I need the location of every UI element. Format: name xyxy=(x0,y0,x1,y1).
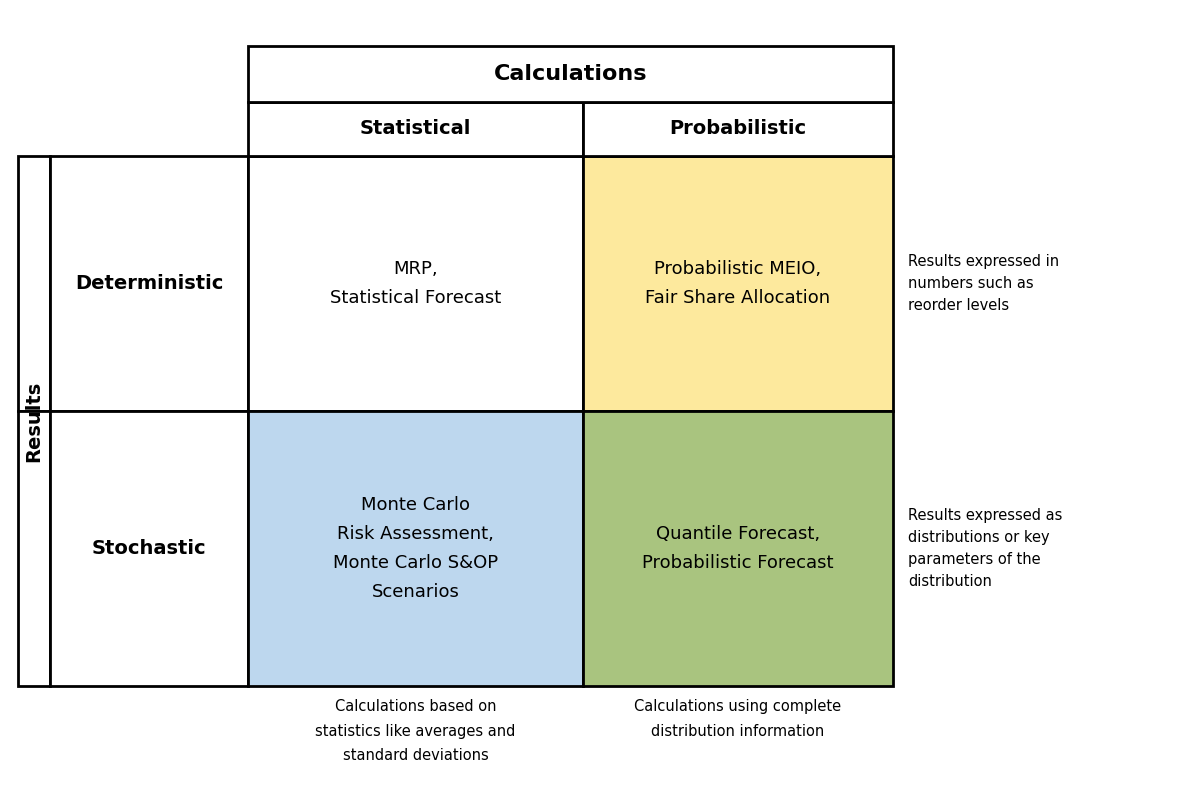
Text: Results expressed as
distributions or key
parameters of the
distribution: Results expressed as distributions or ke… xyxy=(908,507,1062,589)
Bar xyxy=(18,156,50,411)
Text: Calculations using complete
distribution information: Calculations using complete distribution… xyxy=(634,699,842,738)
Text: Monte Carlo
Risk Assessment,
Monte Carlo S&OP
Scenarios: Monte Carlo Risk Assessment, Monte Carlo… xyxy=(332,495,499,601)
Bar xyxy=(248,411,583,686)
Bar xyxy=(248,46,893,102)
Bar xyxy=(50,411,248,686)
Text: Probabilistic MEIO,
Fair Share Allocation: Probabilistic MEIO, Fair Share Allocatio… xyxy=(646,260,831,307)
Bar xyxy=(18,411,50,686)
Text: Results expressed in
numbers such as
reorder levels: Results expressed in numbers such as reo… xyxy=(908,254,1059,313)
Text: Quantile Forecast,
Probabilistic Forecast: Quantile Forecast, Probabilistic Forecas… xyxy=(642,525,833,572)
Text: Statistical: Statistical xyxy=(360,120,471,138)
Bar xyxy=(583,156,893,411)
Text: Stochastic: Stochastic xyxy=(91,539,207,558)
Bar xyxy=(583,411,893,686)
Text: MRP,
Statistical Forecast: MRP, Statistical Forecast xyxy=(330,260,501,307)
Bar xyxy=(583,102,893,156)
Text: Calculations based on
statistics like averages and
standard deviations: Calculations based on statistics like av… xyxy=(316,699,515,763)
Bar xyxy=(248,102,583,156)
Text: Results: Results xyxy=(25,380,44,461)
Text: Deterministic: Deterministic xyxy=(75,274,223,293)
Text: Probabilistic: Probabilistic xyxy=(669,120,806,138)
Text: Calculations: Calculations xyxy=(494,64,647,84)
Bar xyxy=(50,156,248,411)
Bar xyxy=(248,156,583,411)
